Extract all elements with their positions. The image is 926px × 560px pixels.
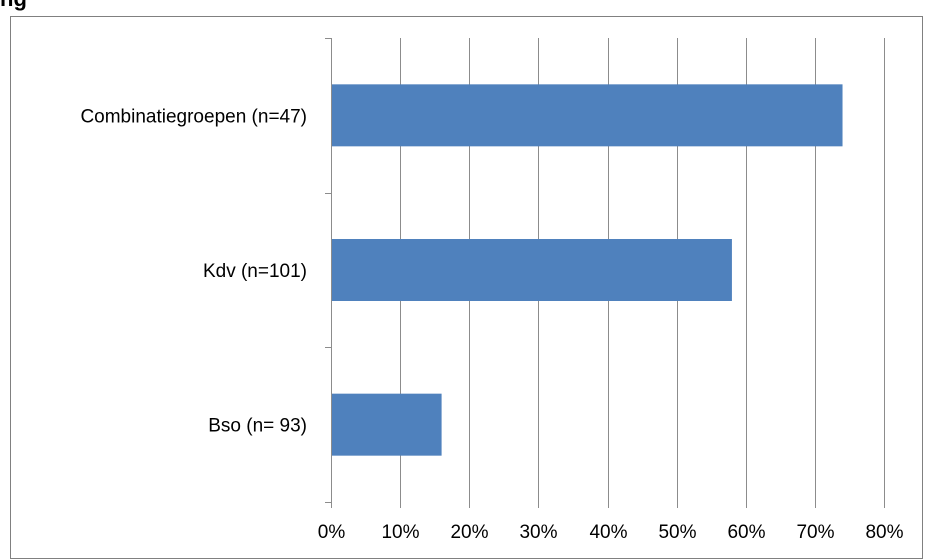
x-tick-label: 30% (519, 522, 557, 543)
category-labels: Combinatiegroepen (n=47) Kdv (n=101) Bso (… (80, 106, 307, 436)
x-tick-label: 70% (796, 522, 834, 543)
category-label: Bso (n= 93) (208, 416, 307, 437)
x-tick-label: 20% (450, 522, 488, 543)
x-tick-label: 60% (727, 522, 765, 543)
category-axis (325, 38, 332, 508)
category-label: Combinatiegroepen (n=47) (80, 106, 307, 127)
x-tick-label: 80% (865, 522, 903, 543)
x-tick-label: 50% (658, 522, 696, 543)
bar-2 (332, 239, 732, 301)
x-tick-label: 0% (318, 522, 346, 543)
bars (332, 84, 843, 456)
x-tick-label: 40% (589, 522, 627, 543)
chart-frame (10, 16, 923, 559)
chart-title-text: ng (0, 0, 27, 12)
bar-1 (332, 84, 843, 147)
category-label: Kdv (n=101) (203, 261, 307, 282)
chart-title-fragment: ng (0, 0, 926, 16)
bar-3 (332, 393, 442, 456)
x-tick-label: 10% (381, 522, 419, 543)
x-tick-labels: 0% 10% 20% 30% 40% 50% 60% 70% 80% (318, 522, 904, 543)
